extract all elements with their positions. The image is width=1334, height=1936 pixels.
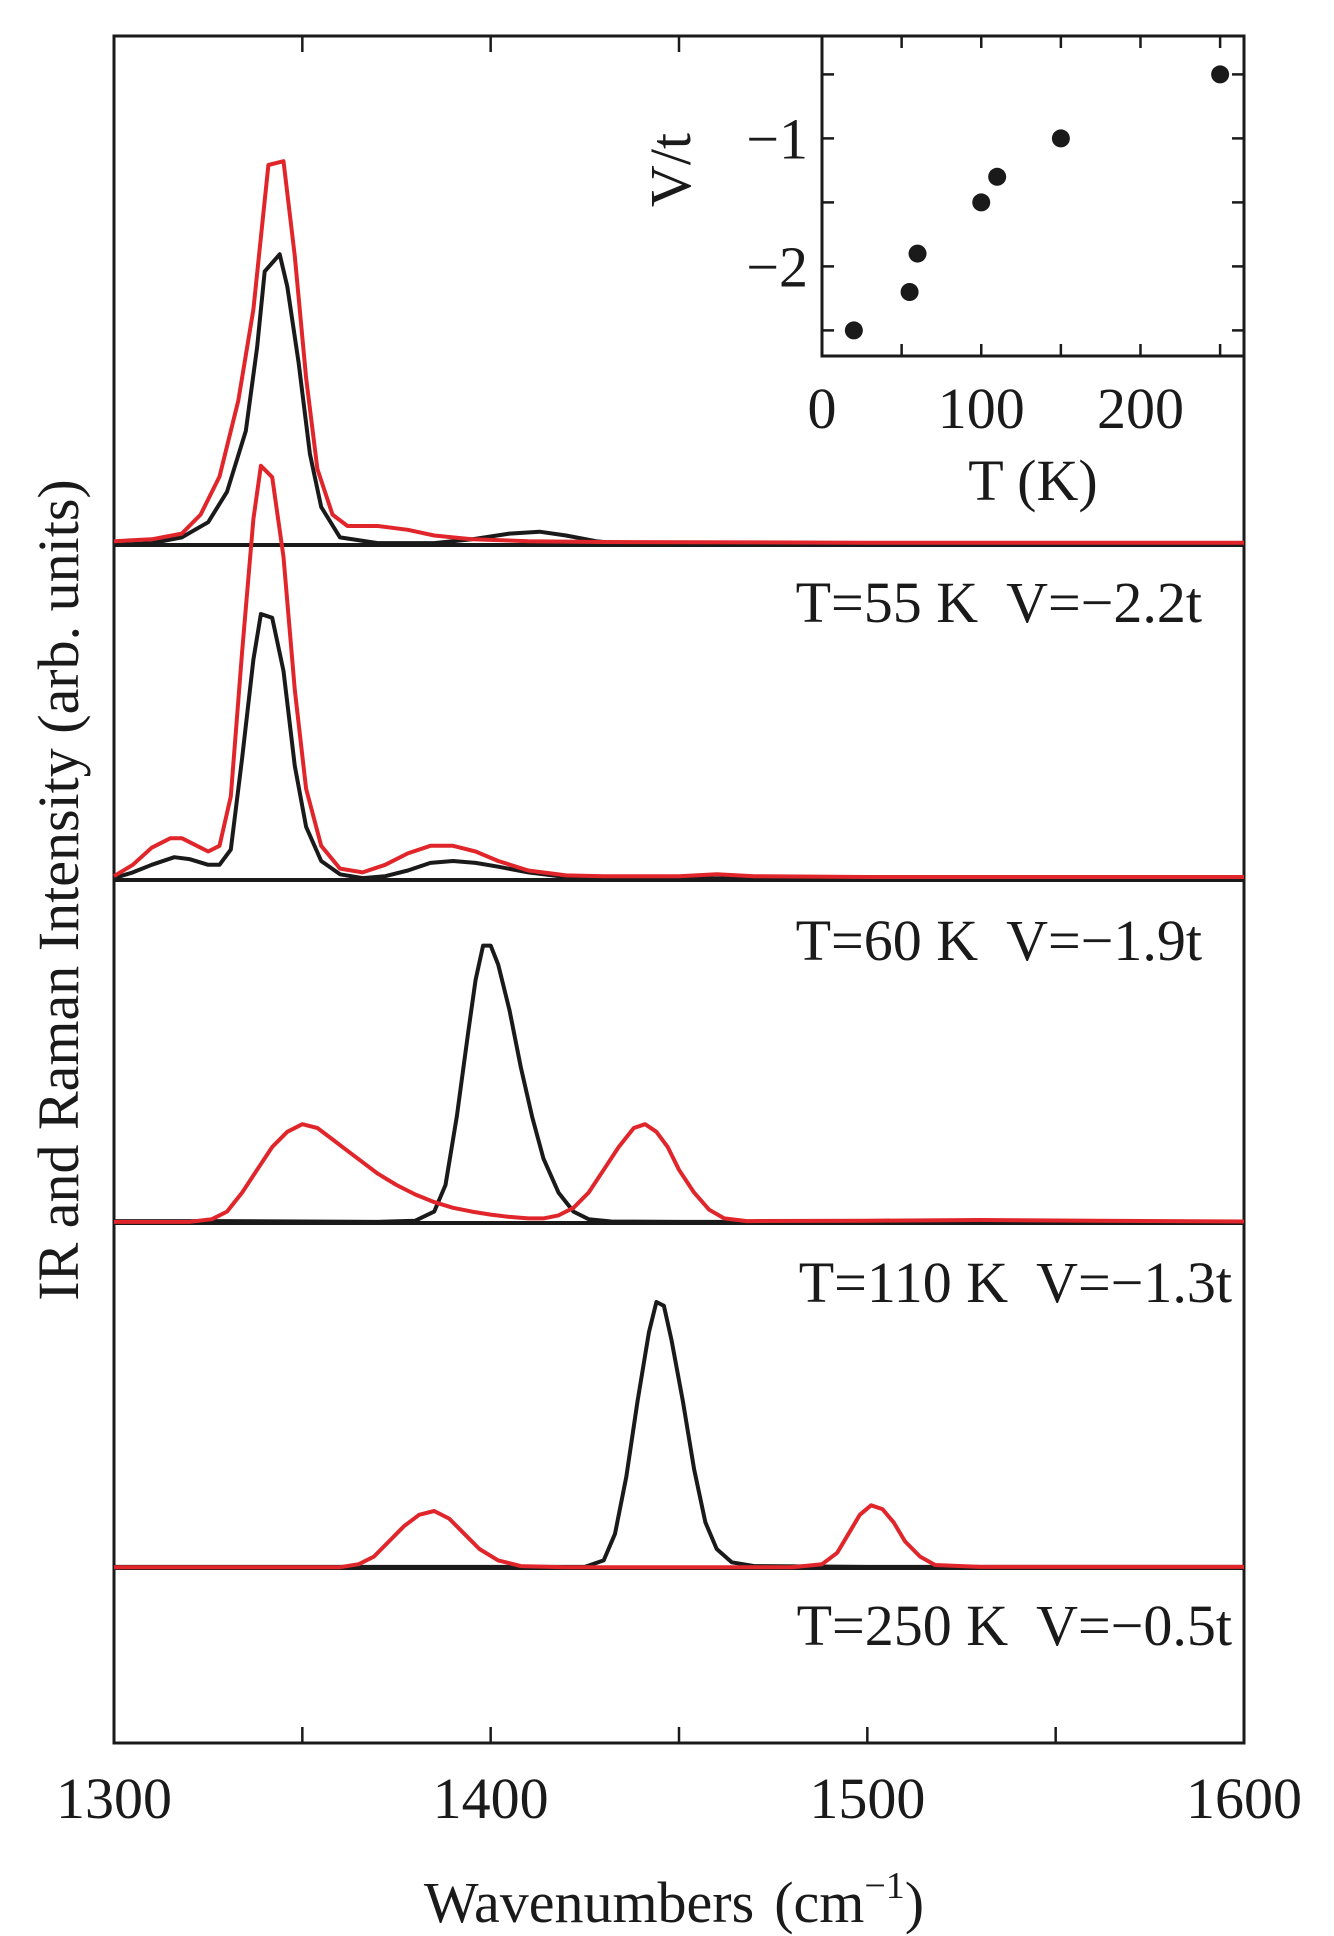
ir-series-line [113,612,1244,881]
inset-data-point [908,244,927,263]
x-tick-label: 1600 [1186,1766,1302,1831]
inset-data-point [988,167,1007,186]
inset-ticks: 0 100 200 −1 −2 [746,36,1244,441]
inset-data-point [972,193,991,212]
inset-x-tick-label: 200 [1097,376,1184,441]
raman-series-line [112,463,1244,879]
inset-chart: 0 100 200 −1 −2 T (K) V/t [638,34,1246,513]
x-tick-label: 1500 [809,1766,925,1831]
panel-label: T=55 K V=−2.2t [796,570,1202,635]
raman-series-line [114,1503,1244,1570]
x-axis-label: Wavenumbers (cm−1) [424,1865,924,1935]
inset-data-point [1051,129,1070,148]
x-axis-label-name: Wavenumbers [424,1870,754,1935]
main-plot-area [112,159,1245,1570]
panel-labels: T=55 K V=−2.2t T=60 K V=−1.9t T=110 K V=… [796,570,1232,1658]
panel-label: T=110 K V=−1.3t [799,1250,1232,1315]
inset-data-point [1211,65,1230,84]
inset-y-tick-label: −2 [746,234,808,299]
inset-points [844,65,1230,340]
panel-label: T=60 K V=−1.9t [796,908,1202,973]
inset-data-point [844,321,863,340]
inset-x-axis-label: T (K) [968,448,1097,513]
inset-background [822,36,1244,356]
panel-label: T=250 K V=−0.5t [797,1593,1232,1658]
raman-series-line [114,1122,1245,1224]
y-axis-label: IR and Raman Intensity (arb. units) [26,479,91,1301]
inset-frame [820,34,1246,358]
ir-series-line [114,1300,1244,1569]
x-tick-label: 1400 [433,1766,549,1831]
x-axis-label-exponent: −1 [864,1865,904,1907]
inset-y-axis-label: V/t [638,133,703,207]
raman-series-line [113,159,1244,545]
ir-series-line [114,943,1244,1224]
inset-x-tick-label: 0 [808,376,837,441]
inset-data-point [900,283,919,301]
x-axis-label-close: ) [905,1870,924,1935]
x-tick-label: 1300 [56,1766,172,1831]
inset-y-tick-label: −1 [746,106,808,171]
inset-x-tick-label: 100 [938,376,1025,441]
x-axis-label-unit: (cm [774,1870,864,1935]
main-x-ticks: 1300 1400 1500 1600 [56,36,1302,1831]
